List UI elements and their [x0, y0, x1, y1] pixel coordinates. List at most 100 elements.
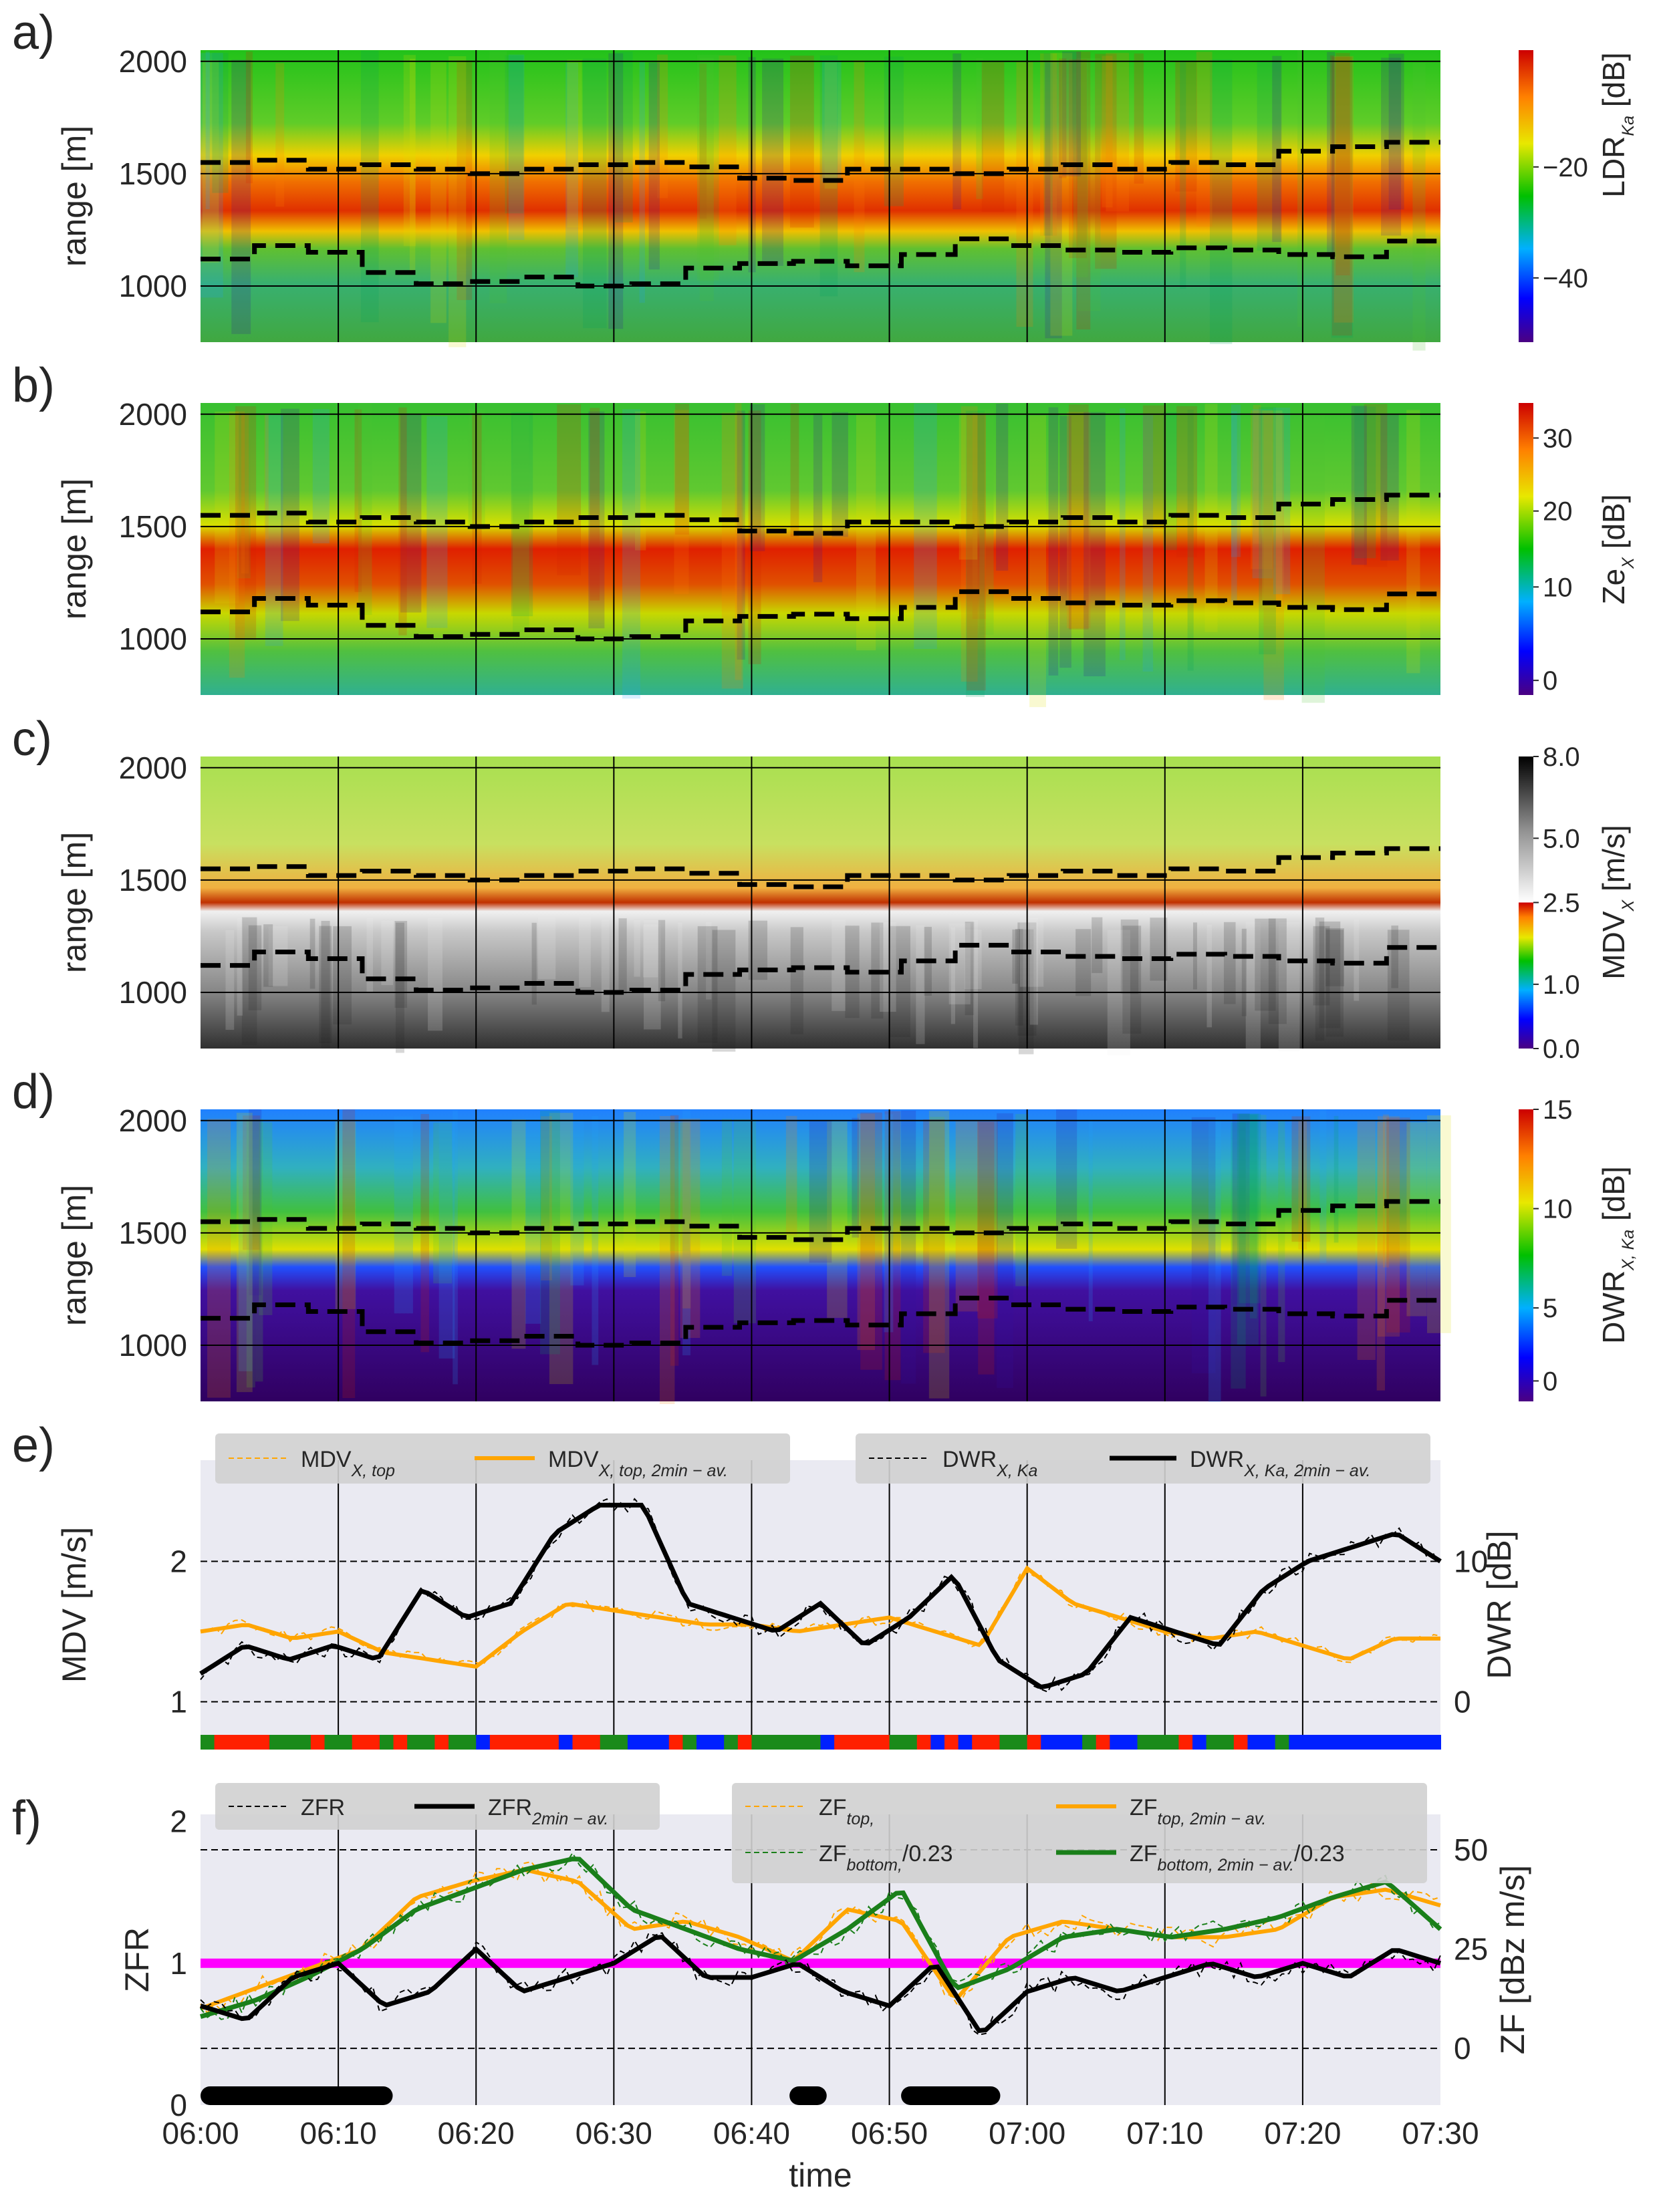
heatmap-streak — [658, 920, 666, 1002]
heatmap-streak — [670, 1115, 679, 1366]
panel-label: d) — [12, 1065, 55, 1119]
range-tick-label: 1500 — [119, 863, 187, 897]
colorbar-tick-label: 30 — [1543, 424, 1573, 453]
heatmap-streak — [592, 1115, 599, 1365]
heatmap-streak — [964, 930, 982, 990]
colorbar-label-dwr: DWRX, Ka [dB] — [1596, 1166, 1638, 1344]
legend-dwr-avg: DWRX, Ka, 2min − av. — [1190, 1447, 1370, 1480]
heatmap-streak — [996, 404, 1009, 571]
heatmap-streak — [1336, 53, 1350, 276]
heatmap-streak — [265, 413, 283, 646]
mdv-tick-label: 1 — [170, 1684, 187, 1719]
heatmap-streak — [433, 1122, 453, 1284]
class-segment — [420, 1735, 436, 1750]
heatmap-streak — [1175, 61, 1197, 192]
heatmap-b — [201, 403, 1440, 695]
panel-label: f) — [12, 1792, 41, 1845]
heatmap-streak — [1241, 928, 1247, 1016]
class-segment — [489, 1735, 505, 1750]
heatmap-streak — [1062, 51, 1082, 176]
heatmap-streak — [358, 403, 372, 615]
colorbar-tick-label: 15 — [1543, 1095, 1573, 1125]
heatmap-streak — [1075, 929, 1092, 996]
heatmap-streak — [643, 924, 658, 978]
legend-zfr-avg: ZFR2min − av. — [488, 1795, 608, 1828]
class-segment — [600, 1735, 615, 1750]
class-segment — [283, 1735, 298, 1750]
heatmap-streak — [489, 51, 507, 303]
heatmap-streak — [1263, 413, 1285, 700]
heatmap-streak — [1291, 1116, 1311, 1242]
heatmap-streak — [856, 414, 876, 651]
heatmap-streak — [1325, 930, 1344, 1037]
heatmap-streak — [395, 922, 404, 1053]
heatmap-streak — [884, 1114, 894, 1333]
heatmap-streak — [674, 410, 689, 594]
melting-layer-bottom-line — [201, 236, 1440, 289]
class-segment — [737, 1735, 753, 1750]
time-tick-label: 06:40 — [713, 2116, 790, 2151]
heatmap-streak — [1331, 57, 1352, 336]
heatmap-streak — [1252, 409, 1273, 579]
class-segment — [586, 1735, 601, 1750]
heatmap-streak — [1040, 53, 1057, 236]
heatmap-streak — [1327, 51, 1336, 256]
heatmap-streak — [618, 918, 627, 994]
legend-dwr: DWRX, Ka — [942, 1447, 1037, 1480]
time-tick-label: 07:20 — [1264, 2116, 1341, 2151]
colorbar-label-ze: ZeX [dB] — [1596, 495, 1638, 605]
panel-label: c) — [12, 712, 52, 766]
melting-layer-bottom-line — [201, 1295, 1440, 1348]
heatmap-streak — [790, 403, 799, 537]
heatmap-streak — [342, 1109, 356, 1399]
class-segment — [765, 1735, 780, 1750]
heatmap-streak — [570, 1119, 584, 1286]
heatmap-streak — [590, 408, 600, 601]
classification-strip — [201, 1735, 1441, 1750]
heatmap-streak — [1278, 922, 1300, 1052]
heatmap-streak — [1206, 924, 1213, 1028]
class-segment — [682, 1735, 697, 1750]
class-segment — [655, 1735, 670, 1750]
heatmap-streak — [601, 919, 610, 1012]
class-segment — [366, 1735, 380, 1750]
heatmap-streak — [1056, 1109, 1077, 1249]
heatmap-streak — [608, 53, 624, 329]
heatmap-streak — [762, 58, 784, 266]
class-segment — [999, 1735, 1015, 1750]
heatmap-streak — [319, 926, 332, 1044]
heatmap-streak — [1050, 53, 1073, 336]
class-segment — [1164, 1735, 1180, 1750]
colorbar-tick-label: 5.0 — [1543, 824, 1580, 853]
heatmap-streak — [1077, 57, 1101, 311]
class-segment — [255, 1735, 271, 1750]
heatmap-streak — [1381, 57, 1402, 236]
class-segment — [1302, 1735, 1317, 1750]
heatmap-streak — [241, 413, 249, 574]
heatmap-streak — [884, 56, 904, 206]
heatmap-streak — [733, 1119, 757, 1324]
heatmap-streak — [1331, 61, 1354, 338]
heatmap-streak — [634, 920, 640, 977]
heatmap-streak — [457, 60, 473, 300]
heatmap-streak — [819, 55, 838, 297]
heatmap-streak — [952, 53, 962, 210]
heatmap-texture-a — [201, 50, 1426, 351]
class-segment — [1013, 1735, 1028, 1750]
class-segment — [338, 1735, 353, 1750]
heatmap-streak — [541, 1116, 552, 1281]
range-tick-label: 1500 — [119, 1216, 187, 1250]
heatmap-streak — [854, 60, 865, 273]
class-segment — [1316, 1735, 1331, 1750]
heatmap-streak — [225, 930, 235, 1030]
heatmap-streak — [965, 410, 985, 698]
heatmap-streak — [1354, 919, 1360, 1001]
heatmap-streak — [1048, 407, 1059, 676]
heatmap-streak — [237, 404, 251, 579]
colorbar-tick-label: 8.0 — [1543, 742, 1580, 772]
heatmap-c — [201, 756, 1440, 1049]
heatmap-streak — [275, 63, 285, 207]
heatmap-streak — [430, 61, 447, 323]
heatmap-streak — [366, 918, 374, 992]
heatmap-streak — [699, 63, 707, 219]
